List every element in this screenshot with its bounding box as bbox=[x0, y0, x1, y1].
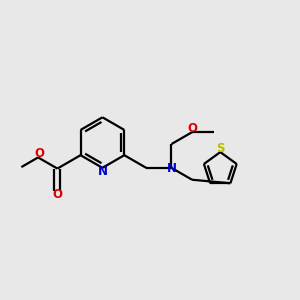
Text: S: S bbox=[216, 142, 224, 155]
Text: N: N bbox=[167, 162, 176, 175]
Text: O: O bbox=[34, 147, 44, 160]
Text: O: O bbox=[188, 122, 198, 135]
Text: N: N bbox=[98, 165, 107, 178]
Text: O: O bbox=[52, 188, 62, 201]
